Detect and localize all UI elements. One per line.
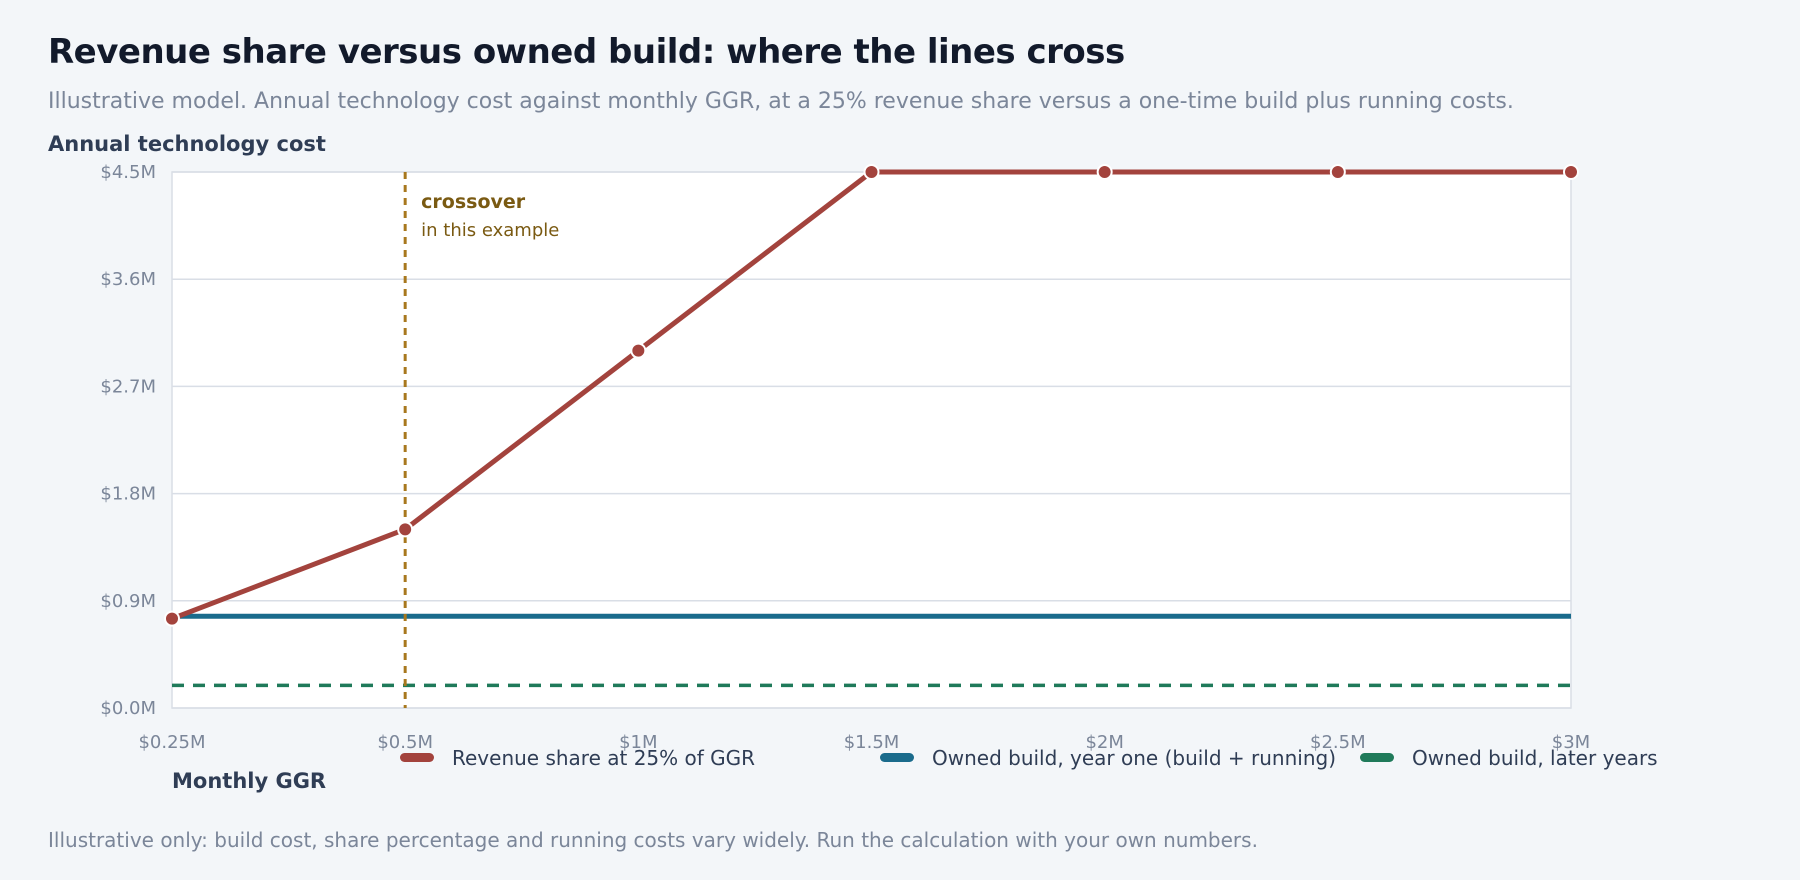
legend-swatch bbox=[880, 753, 914, 762]
y-tick-label: $2.7M bbox=[100, 376, 156, 397]
legend-label: Owned build, later years bbox=[1412, 746, 1658, 770]
revenue-share-point bbox=[164, 610, 180, 627]
revenue-share-point bbox=[1096, 164, 1113, 180]
revenue-share-point bbox=[397, 521, 414, 538]
x-tick-label: $3M bbox=[1552, 732, 1590, 753]
legend-label: Revenue share at 25% of GGR bbox=[452, 746, 755, 770]
crossover-sublabel: in this example bbox=[421, 220, 559, 241]
y-tick-label: $3.6M bbox=[100, 269, 156, 290]
y-tick-label: $0.0M bbox=[100, 698, 156, 719]
legend-swatch bbox=[1360, 753, 1394, 762]
x-tick-label: $0.25M bbox=[138, 732, 205, 753]
y-tick-label: $1.8M bbox=[100, 484, 156, 505]
legend-label: Owned build, year one (build + running) bbox=[932, 746, 1336, 770]
x-tick-label: $2.5M bbox=[1310, 732, 1366, 753]
legend-swatch bbox=[400, 753, 434, 762]
y-tick-label: $4.5M bbox=[100, 162, 156, 183]
footnote: Illustrative only: build cost, share per… bbox=[48, 828, 1258, 852]
x-tick-label: $0.5M bbox=[377, 732, 433, 753]
x-tick-label: $2M bbox=[1085, 732, 1123, 753]
chart-subtitle: Illustrative model. Annual technology co… bbox=[48, 89, 1514, 114]
crossover-label: crossover bbox=[421, 191, 526, 213]
y-axis-title: Annual technology cost bbox=[48, 132, 326, 156]
x-axis-title: Monthly GGR bbox=[172, 769, 326, 793]
revenue-share-point bbox=[863, 164, 880, 180]
revenue-share-point bbox=[1563, 164, 1579, 180]
revenue-share-point bbox=[1329, 164, 1346, 180]
x-tick-label: $1.5M bbox=[844, 732, 900, 753]
y-tick-label: $0.9M bbox=[100, 591, 156, 612]
revenue-share-point bbox=[630, 342, 647, 359]
x-tick-label: $1M bbox=[619, 732, 657, 753]
chart-title: Revenue share versus owned build: where … bbox=[48, 32, 1125, 72]
plot-area bbox=[171, 171, 1572, 709]
